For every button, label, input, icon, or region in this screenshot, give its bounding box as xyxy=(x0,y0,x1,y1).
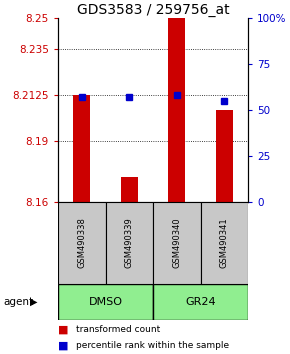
Bar xyxy=(58,202,106,284)
Bar xyxy=(153,284,248,320)
Text: agent: agent xyxy=(3,297,33,307)
Bar xyxy=(58,284,153,320)
Title: GDS3583 / 259756_at: GDS3583 / 259756_at xyxy=(77,3,229,17)
Text: GR24: GR24 xyxy=(185,297,216,307)
Text: transformed count: transformed count xyxy=(76,325,160,335)
Text: ■: ■ xyxy=(58,325,68,335)
Text: DMSO: DMSO xyxy=(88,297,122,307)
Bar xyxy=(153,202,200,284)
Text: GSM490339: GSM490339 xyxy=(125,218,134,268)
Bar xyxy=(168,18,185,202)
Bar xyxy=(121,177,137,202)
Bar xyxy=(106,202,153,284)
Bar xyxy=(216,110,233,202)
Bar xyxy=(73,95,90,202)
Text: ■: ■ xyxy=(58,341,68,351)
Text: GSM490338: GSM490338 xyxy=(77,218,86,268)
Text: GSM490341: GSM490341 xyxy=(220,218,229,268)
Text: ▶: ▶ xyxy=(30,297,37,307)
Text: percentile rank within the sample: percentile rank within the sample xyxy=(76,342,229,350)
Bar xyxy=(200,202,248,284)
Text: GSM490340: GSM490340 xyxy=(172,218,181,268)
